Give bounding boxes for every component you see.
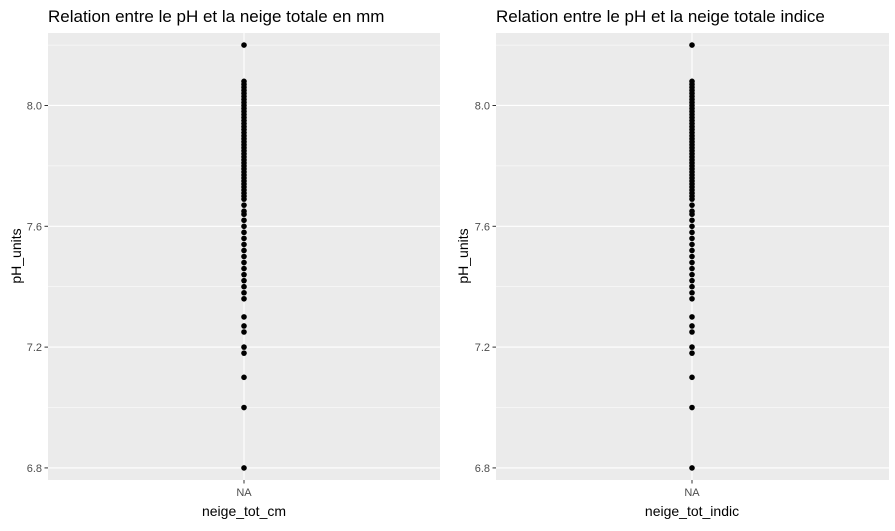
data-points <box>241 42 247 471</box>
chart-right: Relation entre le pH et la neige totale … <box>455 7 889 519</box>
data-point <box>241 202 247 208</box>
data-point <box>241 350 247 356</box>
y-tick-label: 8.0 <box>475 100 490 112</box>
y-tick-label: 7.6 <box>27 221 42 233</box>
y-axis-title: pH_units <box>8 228 24 283</box>
data-point <box>689 235 695 242</box>
data-point <box>241 229 247 236</box>
data-point <box>241 42 247 48</box>
data-point <box>689 314 695 320</box>
data-point <box>241 295 247 302</box>
data-point <box>689 202 695 208</box>
data-point <box>241 374 247 381</box>
data-point <box>689 241 695 248</box>
x-axis-title: neige_tot_indic <box>645 503 739 519</box>
y-tick-label: 7.6 <box>475 221 490 233</box>
data-point <box>689 277 695 284</box>
data-point <box>241 314 247 320</box>
y-axis-ticks: 6.8 7.2 7.6 8.0 <box>475 100 496 475</box>
y-tick-label: 8.0 <box>27 100 42 112</box>
chart-left: Relation entre le pH et la neige totale … <box>8 7 440 519</box>
data-point <box>689 289 695 296</box>
data-point <box>689 229 695 236</box>
chart-title: Relation entre le pH et la neige totale … <box>496 7 825 26</box>
data-point <box>689 247 695 254</box>
data-point <box>689 283 695 290</box>
data-point <box>689 271 695 278</box>
y-tick-label: 6.8 <box>27 463 42 475</box>
data-point <box>241 259 247 266</box>
data-point <box>241 265 247 272</box>
y-axis-title: pH_units <box>455 228 471 283</box>
data-point <box>689 78 695 85</box>
data-point <box>241 289 247 296</box>
y-tick-label: 7.2 <box>27 342 42 354</box>
x-axis-title: neige_tot_cm <box>202 503 286 519</box>
data-point <box>689 223 695 230</box>
data-points <box>689 42 695 471</box>
data-point <box>241 329 247 335</box>
data-point <box>689 265 695 272</box>
x-tick-label: NA <box>236 487 252 499</box>
data-point <box>689 253 695 260</box>
data-point <box>689 329 695 335</box>
data-point <box>689 323 695 329</box>
data-point <box>689 295 695 302</box>
data-point <box>241 241 247 248</box>
data-point <box>689 374 695 381</box>
data-point <box>241 283 247 290</box>
data-point <box>241 223 247 230</box>
y-tick-label: 6.8 <box>475 463 490 475</box>
y-axis-ticks: 6.8 7.2 7.6 8.0 <box>27 100 48 475</box>
data-point <box>689 217 695 224</box>
data-point <box>241 235 247 242</box>
data-point <box>241 208 247 214</box>
data-point <box>241 217 247 224</box>
x-tick-label: NA <box>684 487 700 499</box>
data-point <box>689 208 695 214</box>
data-point <box>241 404 247 411</box>
data-point <box>241 323 247 329</box>
data-point <box>241 344 247 350</box>
data-point <box>241 465 247 471</box>
data-point <box>241 78 247 85</box>
y-tick-label: 7.2 <box>475 342 490 354</box>
data-point <box>241 253 247 260</box>
data-point <box>689 344 695 350</box>
data-point <box>689 259 695 266</box>
data-point <box>241 271 247 278</box>
data-point <box>689 465 695 471</box>
data-point <box>689 42 695 48</box>
chart-title: Relation entre le pH et la neige totale … <box>48 7 384 26</box>
data-point <box>689 350 695 356</box>
data-point <box>241 277 247 284</box>
data-point <box>241 247 247 254</box>
data-point <box>689 404 695 411</box>
